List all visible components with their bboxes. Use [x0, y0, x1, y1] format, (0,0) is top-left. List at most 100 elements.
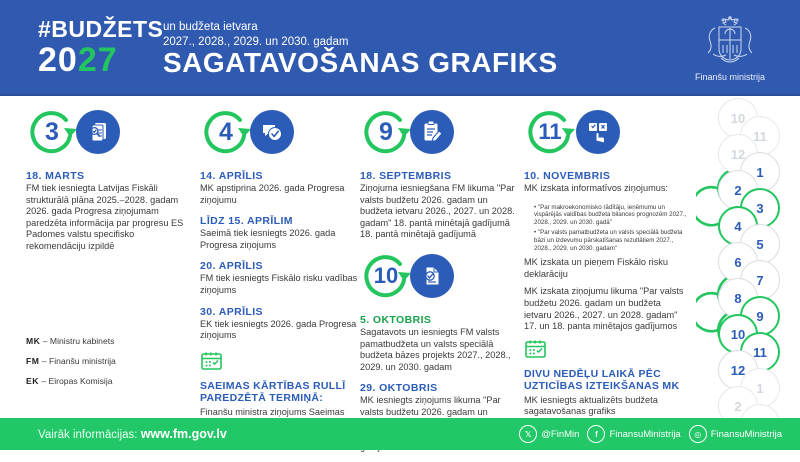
- legend: MK – Ministru kabinets FM – Finanšu mini…: [26, 336, 116, 396]
- facebook-icon: f: [587, 425, 606, 443]
- legend-item: FM – Finanšu ministrija: [26, 356, 116, 366]
- year-prefix: 20: [38, 41, 78, 79]
- timeline-event: 30. APRĪLIS EK tiek iesniegts 2026. gada…: [200, 306, 358, 342]
- month-label: 12: [730, 362, 746, 378]
- step-number: 11: [538, 119, 562, 144]
- event-date: 10. NOVEMBRIS: [524, 170, 611, 182]
- coat-of-arms-block: Finanšu ministrija: [682, 14, 778, 82]
- timeline-column-march: 3 18. MARTS FM tiek iesniegta Latvijas F…: [26, 106, 186, 262]
- month-label: 9: [756, 308, 764, 324]
- month-label: 6: [734, 254, 742, 270]
- coat-caption: Finanšu ministrija: [694, 72, 766, 82]
- social-instagram[interactable]: ◎ FinansuMinistrija: [688, 425, 782, 443]
- legend-abbr: EK: [26, 376, 39, 386]
- step-cluster: 10: [360, 250, 520, 308]
- clipboard-pen-icon: [410, 110, 454, 154]
- chat-check-icon: [250, 110, 294, 154]
- event-text: EK tiek iesniegts 2026. gada Progresa zi…: [200, 318, 357, 341]
- green-arc-icon: [30, 111, 77, 154]
- event-date: 18. SEPTEMBRIS: [360, 170, 452, 182]
- page-title: SAGATAVOŠANAS GRAFIKS: [163, 47, 558, 78]
- step-cluster: 11: [524, 106, 688, 164]
- legend-abbr: MK: [26, 336, 41, 346]
- event-date: 18. MARTS: [26, 170, 85, 182]
- month-label: 7: [756, 272, 764, 288]
- month-circle[interactable]: 12: [718, 350, 758, 390]
- more-info-label: Vairāk informācijas:: [38, 429, 138, 441]
- year-suffix: 27: [77, 41, 118, 79]
- step-number: 10: [373, 262, 399, 288]
- calendar-note-text: MK iesniegts aktualizēts budžeta sagatav…: [524, 394, 658, 417]
- bullet-item: • "Par valsts pamatbudžeta un valsts spe…: [534, 229, 683, 252]
- event-text: Ziņojuma iesniegšana FM likuma "Par vals…: [360, 183, 515, 240]
- document-check-icon: [410, 253, 454, 298]
- month-label: 2: [734, 182, 742, 198]
- paragraph-law-report: MK izskata ziņojumu likuma "Par valsts b…: [524, 286, 684, 332]
- event-date: 29. OKTOBRIS: [360, 382, 438, 395]
- timeline-event: 10. NOVEMBRIS MK izskata informatīvos zi…: [524, 170, 688, 195]
- legend-item: EK – Eiropas Komisija: [26, 376, 116, 386]
- timeline-column-november: 11 10. NOVEMBRIS MK izskata informatīvos…: [524, 106, 688, 418]
- step-cluster: 9: [360, 106, 520, 164]
- step-number-ring: 11: [524, 106, 582, 158]
- timeline-event: 20. APRĪLIS FM tiek iesniegts Fiskālo ri…: [200, 260, 358, 296]
- calendar-note-heading: DIVU NEDĒĻU LAIKĀ PĒC UZTICĪBAS IZTEIKŠA…: [524, 367, 680, 393]
- step-number-ring: 3: [26, 106, 84, 158]
- event-date: LĪDZ 15. APRĪLIM: [200, 215, 293, 228]
- bullet-item: • "Par makroekonomisko rādītāju, ieņēmum…: [534, 203, 687, 226]
- event-text: FM tiek iesniegts Fiskālo risku vadības …: [200, 273, 358, 295]
- timeline-canvas: 3 18. MARTS FM tiek iesniegta Latvijas F…: [0, 96, 800, 452]
- header-subtitle: un budžeta ietvara 2027., 2028., 2029. u…: [163, 21, 349, 48]
- more-info: Vairāk informācijas: www.fm.gov.lv: [38, 427, 227, 441]
- x-twitter-icon: 𝕏: [519, 425, 538, 443]
- event-text: MK izskata informatīvos ziņojumus:: [524, 183, 668, 193]
- event-date: 20. APRĪLIS: [200, 260, 263, 273]
- month-label: 10: [730, 110, 746, 126]
- footer-bar: Vairāk informācijas: www.fm.gov.lv 𝕏 @Fi…: [0, 418, 800, 450]
- document-search-icon: [76, 110, 120, 154]
- timeline-column-april: 4 14. APRĪLIS MK apstiprina 2026. gada P…: [200, 106, 358, 442]
- step-number: 3: [45, 117, 59, 146]
- step-number-ring: 10: [360, 250, 418, 302]
- month-label: 12: [730, 146, 746, 162]
- calendar-note-heading: SAEIMAS KĀRTĪBAS RULLĪ PAREDZĒTĀ TERMIŅĀ…: [200, 379, 346, 405]
- header-divider: [0, 94, 800, 96]
- legend-meaning: – Ministru kabinets: [42, 336, 115, 346]
- month-chain: 10 11 12 1 2 3 4 5 6 7 8 9 10 11 12 1 2 …: [696, 98, 782, 444]
- green-arc-icon: [204, 111, 251, 154]
- month-label: 11: [753, 344, 767, 360]
- event-date: 14. APRĪLIS: [200, 170, 263, 182]
- infographic-page: #BUDŽETS 2027 un budžeta ietvara 2027., …: [0, 0, 800, 452]
- hashtag-budzets: #BUDŽETS: [38, 16, 164, 42]
- timeline-event: LĪDZ 15. APRĪLIM Saeimā tiek iesniegts 2…: [200, 215, 358, 251]
- event-text: Sagatavots un iesniegts FM valsts pamatb…: [360, 326, 511, 372]
- social-x[interactable]: 𝕏 @FinMin: [519, 425, 579, 443]
- timeline-column-september-october: 9 18. SEPTEMBRIS Ziņojuma iesniegšana FM…: [360, 106, 520, 462]
- event-text: Saeimā tiek iesniegts 2026. gada Progres…: [200, 228, 336, 250]
- latvia-coat-of-arms-icon: [707, 16, 753, 63]
- step-number-ring: 4: [200, 106, 258, 158]
- social-links: 𝕏 @FinMin f FinansuMinistrija ◎ FinansuM…: [519, 425, 782, 443]
- event-text: FM tiek iesniegta Latvijas Fiskāli struk…: [26, 183, 184, 251]
- hand-select-icon: [576, 110, 620, 154]
- instagram-icon: ◎: [688, 425, 707, 443]
- social-handle: FinansuMinistrija: [609, 428, 681, 440]
- event-text: MK apstiprina 2026. gada Progresa ziņoju…: [200, 183, 345, 205]
- month-circle[interactable]: 11: [740, 116, 780, 156]
- social-handle: FinansuMinistrija: [710, 428, 782, 440]
- bullet-list: • "Par makroekonomisko rādītāju, ieņēmum…: [534, 204, 688, 253]
- website-link[interactable]: www.fm.gov.lv: [140, 427, 227, 441]
- calendar-note-block: DIVU NEDĒĻU LAIKĀ PĒC UZTICĪBAS IZTEIKŠA…: [524, 339, 688, 418]
- legend-meaning: – Finanšu ministrija: [41, 356, 116, 366]
- step-number-ring: 9: [360, 106, 418, 158]
- month-label: 11: [753, 128, 767, 144]
- social-handle: @FinMin: [541, 428, 580, 440]
- timeline-event: 5. OKTOBRIS Sagatavots un iesniegts FM v…: [360, 314, 520, 373]
- green-arc-icon: [364, 111, 411, 154]
- year-line: 2027: [38, 42, 163, 78]
- paragraph-fiscal-risk: MK izskata un pieņem Fiskālo risku dekla…: [524, 257, 668, 279]
- social-facebook[interactable]: f FinansuMinistrija: [587, 425, 681, 443]
- step-number: 9: [379, 117, 393, 146]
- legend-abbr: FM: [26, 356, 40, 366]
- month-label: 10: [730, 326, 746, 342]
